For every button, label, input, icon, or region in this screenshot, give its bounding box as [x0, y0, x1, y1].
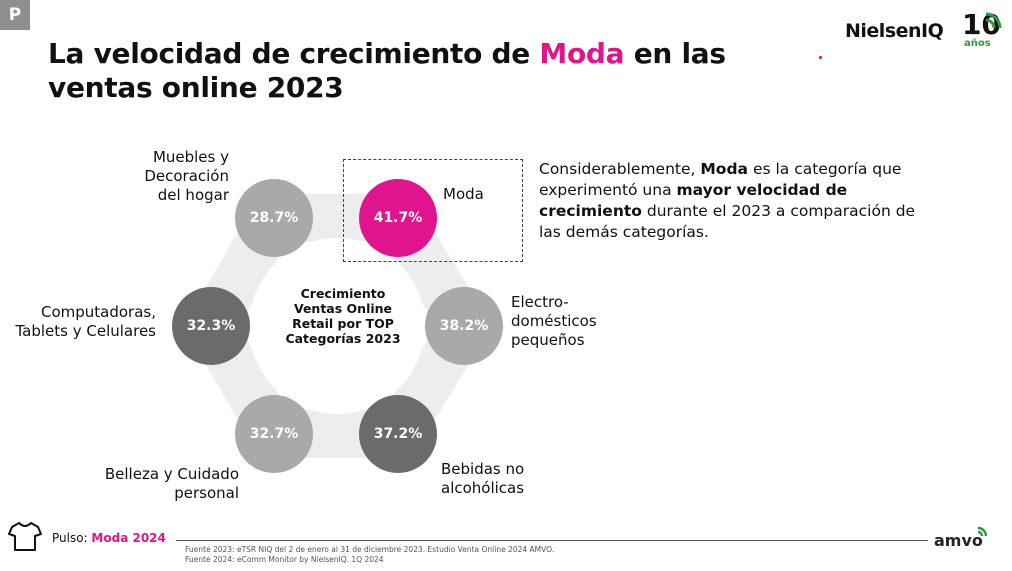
source-2024: Fuente 2024: eComm Monitor by NielsenIQ.… — [185, 555, 384, 564]
source-2023: Fuente 2023: eTSR NIQ del 2 de enero al … — [185, 545, 555, 554]
amvo-signal-icon — [977, 526, 988, 537]
logo-brand: NielsenIQ — [845, 20, 944, 42]
page-title: La velocidad de crecimiento de Moda en l… — [48, 37, 728, 105]
highlight-box — [343, 159, 523, 262]
node-computadoras: 32.3% — [172, 287, 250, 365]
label-bebidas: Bebidas no alcohólicas — [441, 460, 525, 497]
page-badge: P — [0, 0, 30, 30]
amvo-logo: amvo — [930, 522, 992, 552]
footer-divider — [176, 540, 928, 541]
title-highlight: Moda — [539, 37, 625, 70]
node-moda: 41.7% — [359, 179, 437, 257]
label-electrodomesticos: Electro-domésticos pequeños — [511, 293, 597, 349]
nielseniq-logo: NielsenIQ 10 años — [845, 8, 1005, 52]
node-bebidas: 37.2% — [359, 395, 437, 473]
label-moda: Moda — [443, 185, 484, 203]
title-before: La velocidad de crecimiento de — [48, 37, 540, 70]
amvo-text: amvo — [934, 531, 983, 550]
tshirt-icon — [8, 522, 42, 551]
decorative-dot — [819, 56, 822, 59]
signal-arcs-icon — [985, 12, 1002, 29]
diagram-center-label: Crecimiento Ventas Online Retail por TOP… — [285, 286, 401, 346]
pulso-label: Pulso: Moda 2024 — [52, 531, 166, 545]
node-electrodomesticos: 38.2% — [425, 287, 503, 365]
label-muebles: Muebles y Decoración del hogar — [144, 148, 229, 204]
logo-anos: años — [964, 38, 991, 49]
description-text: Considerablemente, Moda es la categoría … — [539, 160, 916, 241]
label-computadoras: Computadoras, Tablets y Celulares — [15, 303, 156, 340]
node-muebles: 28.7% — [235, 179, 313, 257]
ring-inner — [249, 238, 425, 414]
title-after: en las ventas online 2023 — [48, 37, 726, 104]
node-belleza: 32.7% — [235, 395, 313, 473]
label-belleza: Belleza y Cuidado personal — [104, 465, 239, 502]
